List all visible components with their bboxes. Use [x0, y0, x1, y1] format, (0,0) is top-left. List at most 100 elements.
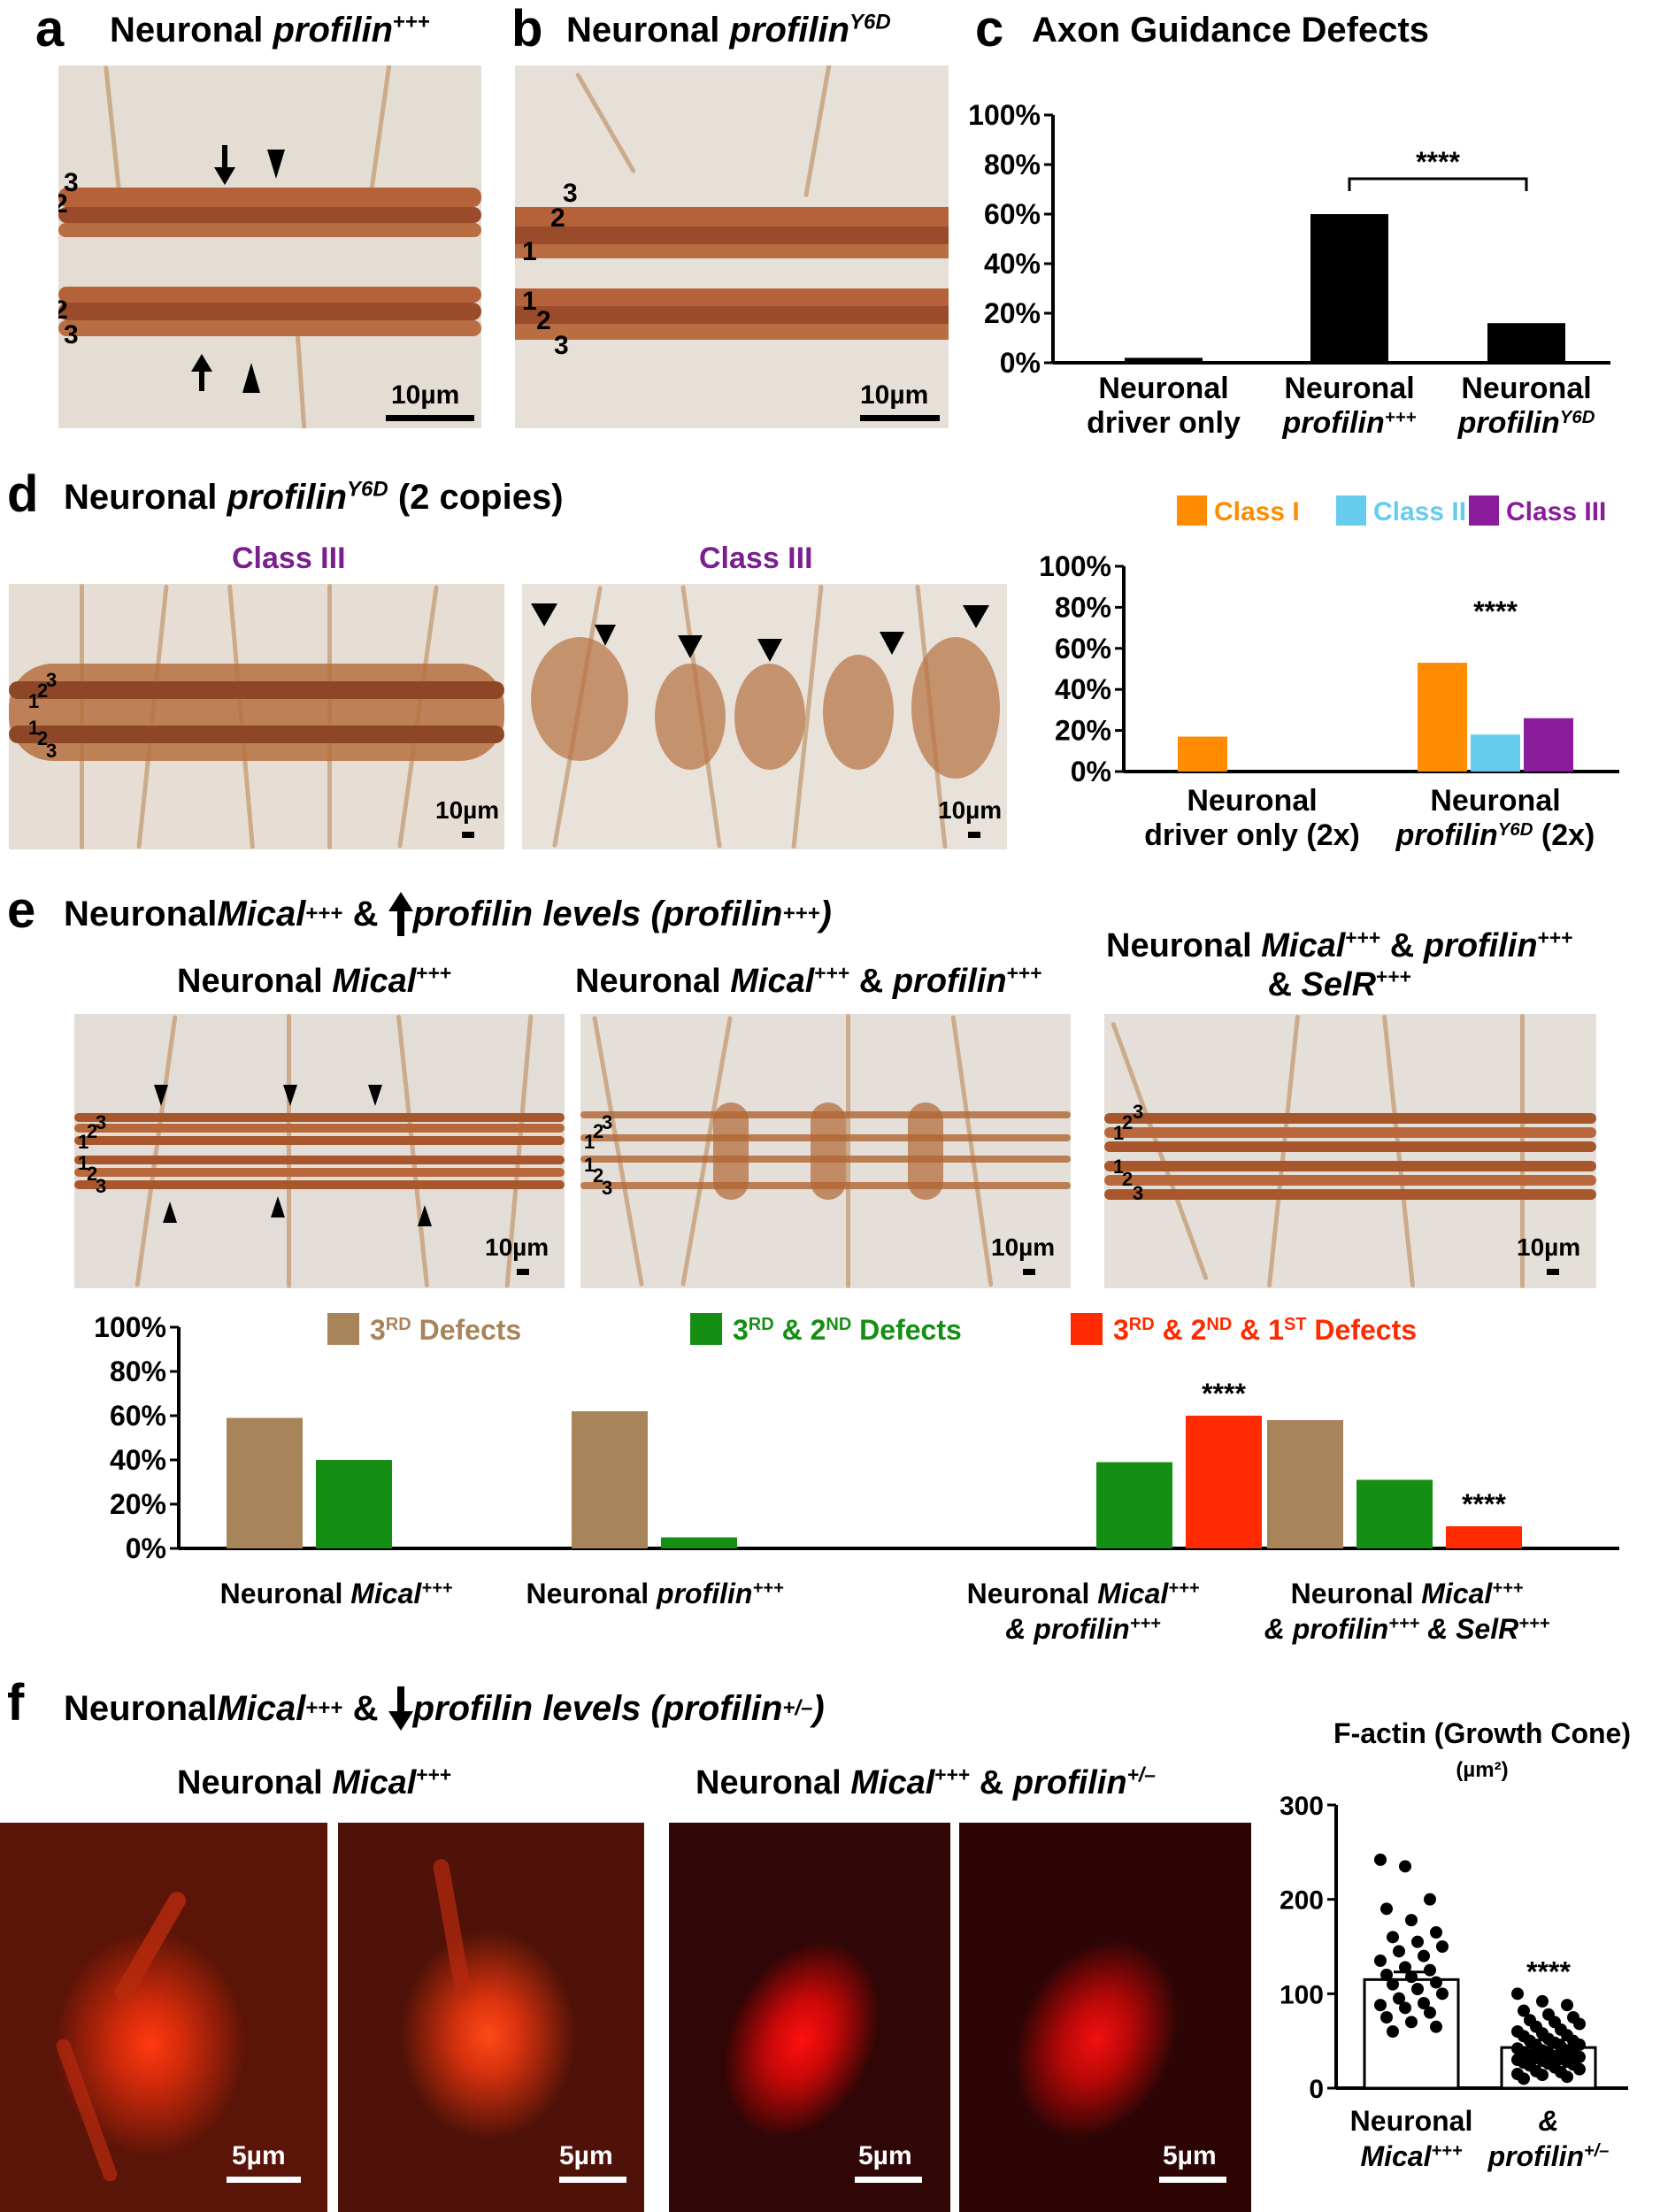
arrowhead-icons [531, 603, 989, 662]
panel-d-title: Neuronal profilinY6D (2 copies) [64, 477, 564, 517]
bar [1178, 736, 1227, 772]
scale-bar [1023, 1269, 1035, 1275]
panel-letter-c: c [975, 0, 1004, 58]
fascicle-label: 1 [28, 690, 40, 712]
panel-f-fluor-image-1: 5µm [0, 1823, 327, 2212]
data-point [1380, 1969, 1393, 1981]
data-point [1399, 2001, 1411, 2015]
fascicle-label: 3 [602, 1111, 613, 1133]
fascicle-label: 2 [536, 306, 551, 335]
chart-e: 0% 20% 40% 60% 80% 100% 3RD Defects 3RD & 2ND D… [94, 1311, 1619, 1645]
panel-f-group2-title: Neuronal Mical+++ & profilin+/– [696, 1763, 1156, 1801]
y-tick-label: 40% [984, 248, 1041, 280]
data-point [1399, 1961, 1411, 1974]
data-point [1418, 1949, 1430, 1962]
y-tick-label: 100% [968, 99, 1041, 131]
data-point [1573, 2062, 1586, 2076]
panel-d-micrograph-2: 10µm [522, 584, 1007, 849]
fascicle-label: 1 [28, 717, 40, 739]
x-category-label: Mical+++ [1360, 2140, 1462, 2172]
panel-d-micrograph-1: 3 2 1 1 2 3 10µm [9, 584, 504, 849]
y-tick-label: 0% [1071, 756, 1111, 787]
fascicle-label: 2 [593, 1120, 604, 1142]
legend-label: 3RD & 2ND Defects [733, 1314, 962, 1346]
panel-b-micrograph: 3 2 1 1 2 3 10µm [515, 65, 949, 428]
x-category-label: profilin+++ [1282, 406, 1417, 440]
y-tick-label: 80% [984, 149, 1041, 180]
data-point [1411, 1935, 1424, 1948]
bar [661, 1537, 737, 1548]
scale-bar-label: 5µm [232, 2141, 286, 2170]
bar [1356, 1479, 1433, 1548]
significance-label: **** [1202, 1378, 1246, 1409]
fascicle-label: 2 [1122, 1111, 1134, 1133]
panel-letter-a: a [35, 0, 65, 58]
y-tick-label: 40% [1055, 673, 1111, 705]
chart-f: F-actin (Growth Cone) (µm²) 0 100 200 300 ****… [1280, 1717, 1631, 2172]
x-category-label: Neuronal [1461, 372, 1591, 405]
panel-f-fluor-image-2: 5µm [338, 1823, 644, 2212]
panel-e-img3-title: Neuronal Mical+++ & profilin+++ & SelR++… [1106, 926, 1573, 1003]
scale-bar [1547, 1269, 1559, 1275]
panel-e-micrograph-3: 3 2 1 1 2 3 10µm [1104, 1014, 1596, 1288]
panel-d-img2-title: Class III [699, 541, 813, 575]
scale-bar-label: 5µm [1163, 2141, 1217, 2170]
significance-label: **** [1526, 1955, 1571, 1987]
data-point [1424, 1893, 1436, 1906]
data-point [1418, 1997, 1430, 2009]
y-tick-label: 0% [126, 1532, 166, 1564]
legend-label: Class I [1214, 497, 1300, 526]
fascicle-label: 3 [554, 331, 569, 360]
scale-bar-label: 10µm [991, 1233, 1056, 1261]
data-point [1405, 1914, 1418, 1927]
x-category-label: driver only (2x) [1144, 818, 1360, 852]
bar [1524, 718, 1573, 772]
data-point [1374, 1999, 1387, 2012]
data-point [1393, 1945, 1405, 1958]
data-point [1424, 2006, 1436, 2019]
scale-bar-label: 10µm [1517, 1233, 1581, 1261]
x-category-label: Neuronal [1187, 784, 1317, 818]
data-point [1405, 1970, 1418, 1984]
data-point [1536, 1994, 1549, 2008]
legend-swatch [327, 1313, 359, 1345]
significance-label: **** [1473, 595, 1518, 627]
data-point [1374, 1853, 1387, 1866]
data-point [1436, 1940, 1449, 1953]
legend-label: 3RD Defects [370, 1314, 521, 1346]
scale-bar-label: 10µm [435, 796, 500, 824]
significance-label: **** [1416, 146, 1460, 178]
scale-bar [559, 2177, 626, 2183]
bar [1186, 1416, 1262, 1548]
legend-swatch [1469, 495, 1499, 526]
fascicle-label: 3 [1133, 1182, 1144, 1204]
panel-letter-e: e [7, 881, 36, 939]
scale-bar-label: 10µm [860, 380, 929, 410]
bar [1418, 663, 1467, 772]
data-point [1430, 1976, 1442, 1989]
x-category-label: Neuronal [1350, 2105, 1473, 2137]
fascicle-label: 3 [563, 179, 578, 208]
y-tick-label: 100% [94, 1311, 166, 1343]
data-point [1536, 2069, 1549, 2082]
scale-bar [968, 832, 980, 838]
x-category-label: & [1538, 2105, 1558, 2137]
fascicle-label: 3 [64, 168, 79, 197]
fascicle-label: 3 [46, 740, 58, 762]
panel-e-micrograph-2: 3 2 1 1 2 3 10µm [580, 1014, 1071, 1288]
fascicle-label: 1 [1113, 1156, 1125, 1178]
scale-bar [1159, 2177, 1226, 2183]
x-category-label: & profilin+++ & SelR+++ [1264, 1613, 1550, 1645]
legend-label: Class III [1506, 497, 1606, 526]
data-point [1511, 1987, 1524, 2001]
data-point [1573, 2017, 1586, 2031]
significance-label: **** [1462, 1488, 1506, 1520]
data-point [1387, 1978, 1399, 1991]
bar [316, 1460, 392, 1548]
data-point [1399, 1860, 1411, 1873]
arrowhead-icons [154, 1085, 432, 1226]
scale-bar-label: 5µm [858, 2141, 912, 2170]
x-category-label: profilin+/– [1487, 2140, 1610, 2172]
data-point [1430, 1926, 1442, 1939]
bar [1310, 214, 1388, 363]
